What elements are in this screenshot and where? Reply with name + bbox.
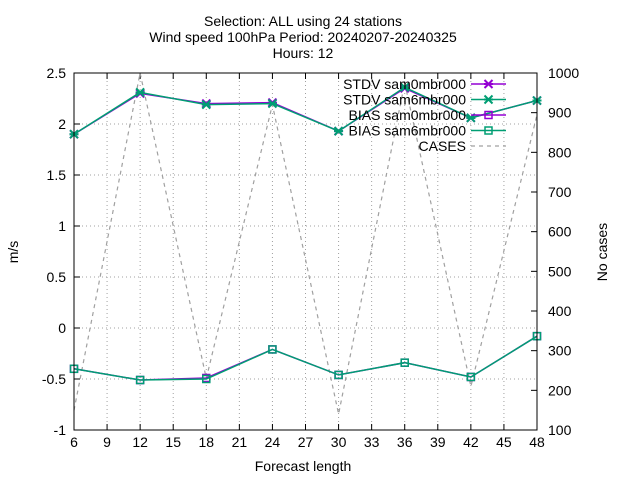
y-tick-label: 0.5 — [47, 269, 67, 285]
y-tick-label: -1 — [54, 422, 67, 438]
data-point — [333, 126, 344, 136]
y2-tick-label: 300 — [548, 343, 572, 359]
y-axis-label: m/s — [5, 241, 21, 264]
legend-entry: BIAS sam0mbr000 — [349, 107, 506, 123]
legend-label: BIAS sam6mbr000 — [349, 123, 467, 139]
data-point — [400, 358, 409, 367]
data-point — [202, 374, 211, 384]
y-tick-label: 1.5 — [47, 167, 67, 183]
data-point — [267, 98, 278, 109]
y2-tick-label: 400 — [548, 303, 572, 319]
y2-tick-label: 700 — [548, 184, 572, 200]
series-bias-sam6mbr000 — [69, 331, 542, 385]
y2-tick-label: 800 — [548, 144, 572, 160]
title-line-1: Selection: ALL using 24 stations — [204, 13, 402, 29]
x-tick-label: 33 — [364, 434, 380, 450]
y2-tick-labels: 100 200 300 400 500 600 700 800 900 1000 — [548, 65, 579, 438]
title-line-2: Wind speed 100hPa Period: 20240207-20240… — [149, 29, 457, 45]
y2-tick-label: 200 — [548, 382, 572, 398]
legend-label: CASES — [419, 138, 466, 154]
x-tick-labels: 6 9 12 15 18 21 24 27 30 33 36 39 42 45 48 — [70, 434, 545, 450]
legend-marker — [484, 126, 493, 135]
y2-tick-label: 100 — [548, 422, 572, 438]
x-tick-label: 30 — [331, 434, 347, 450]
data-point — [135, 87, 145, 98]
x-tick-label: 15 — [165, 434, 181, 450]
y-tick-label: 1 — [58, 218, 66, 234]
y2-tick-label: 900 — [548, 105, 572, 121]
x-tick-label: 27 — [298, 434, 314, 450]
x-tick-label: 12 — [132, 434, 148, 450]
x-tick-label: 9 — [103, 434, 111, 450]
data-point — [400, 82, 410, 92]
legend-entry: STDV sam0mbr000 — [343, 76, 506, 92]
legend-marker — [484, 110, 493, 120]
x-tick-label: 18 — [198, 434, 214, 450]
x-tick-label: 36 — [397, 434, 413, 450]
x-tick-label: 48 — [529, 434, 545, 450]
legend-entry: CASES — [419, 138, 506, 154]
chart-title: Selection: ALL using 24 stations Wind sp… — [149, 13, 457, 61]
x-tick-label: 45 — [496, 434, 512, 450]
legend-entry: BIAS sam6mbr000 — [349, 123, 506, 139]
data-point — [201, 99, 211, 110]
x-tick-label: 6 — [70, 434, 78, 450]
x-axis-label: Forecast length — [255, 458, 352, 474]
y-tick-label: 2 — [58, 116, 66, 132]
legend-label: STDV sam6mbr000 — [343, 92, 466, 108]
legend-marker — [483, 79, 494, 89]
y2-tick-label: 1000 — [548, 65, 579, 81]
y-tick-label: 2.5 — [47, 65, 67, 81]
x-tick-label: 39 — [430, 434, 446, 450]
legend-marker — [483, 94, 494, 105]
data-point — [268, 345, 277, 354]
legend-label: STDV sam0mbr000 — [343, 76, 466, 92]
title-line-3: Hours: 12 — [273, 45, 334, 61]
series-stdv-sam6mbr000 — [69, 82, 542, 139]
data-point — [135, 375, 145, 385]
y-tick-label: 0 — [58, 320, 66, 336]
series-line — [73, 72, 538, 415]
series-layer — [69, 72, 542, 415]
series-line — [73, 86, 538, 135]
series-line — [73, 335, 538, 381]
legend-label: BIAS sam0mbr000 — [349, 107, 467, 123]
y2-tick-label: 600 — [548, 224, 572, 240]
series-cases — [73, 72, 538, 415]
data-point — [334, 370, 343, 380]
y2-axis-label: No cases — [594, 223, 610, 281]
plot-frame — [73, 72, 538, 431]
legend-entry: STDV sam6mbr000 — [343, 92, 506, 108]
y2-tick-label: 500 — [548, 263, 572, 279]
y-tick-labels: -1 -0.5 0 0.5 1 1.5 2 2.5 — [42, 65, 66, 438]
x-tick-label: 24 — [265, 434, 281, 450]
data-point — [466, 372, 476, 382]
x-tick-label: 42 — [463, 434, 479, 450]
y-tick-label: -0.5 — [42, 371, 66, 387]
x-tick-label: 21 — [232, 434, 248, 450]
